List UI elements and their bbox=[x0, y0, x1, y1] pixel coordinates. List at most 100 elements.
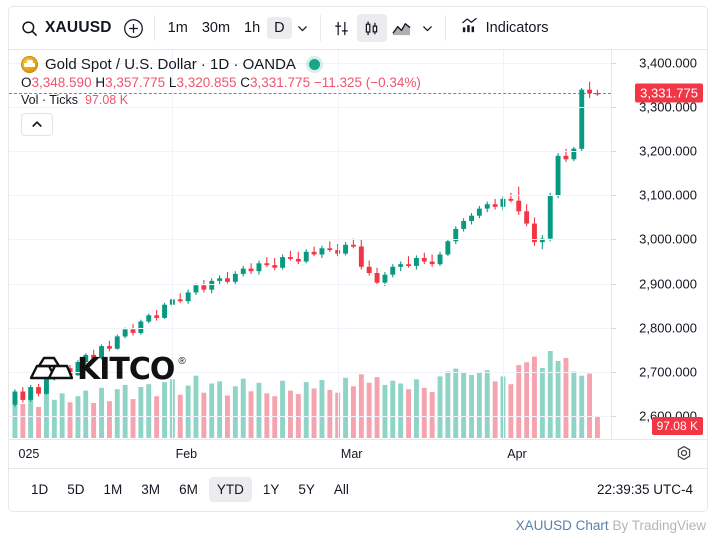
volume-bar bbox=[398, 383, 404, 438]
indicators-button[interactable]: Indicators bbox=[452, 13, 557, 43]
candle-body bbox=[177, 299, 183, 302]
plus-circle-icon[interactable] bbox=[120, 14, 148, 42]
candle-body bbox=[217, 278, 223, 281]
candle-body bbox=[414, 258, 419, 266]
candle-body bbox=[154, 315, 160, 318]
candle-body bbox=[532, 223, 537, 243]
tradingview-attribution[interactable]: XAUUSD Chart By TradingView bbox=[516, 518, 706, 533]
range-5d[interactable]: 5D bbox=[67, 481, 85, 497]
candle-body bbox=[288, 257, 293, 259]
volume-bar bbox=[382, 384, 388, 438]
price-label: 3,000.000 bbox=[639, 231, 697, 247]
candle-body bbox=[461, 221, 467, 229]
candle-body bbox=[358, 246, 364, 267]
volume-bar bbox=[288, 390, 293, 438]
range-6m[interactable]: 6M bbox=[179, 481, 198, 497]
candle-body bbox=[209, 280, 215, 290]
plot-canvas[interactable]: KITCO ® Gold Spot / U.S. Dollar · 1D · O… bbox=[9, 50, 611, 440]
volume-bar bbox=[595, 416, 600, 438]
legend-collapse-button[interactable] bbox=[21, 113, 53, 136]
price-label: 2,800.000 bbox=[639, 320, 697, 336]
candle-body bbox=[311, 251, 317, 255]
candle-body bbox=[484, 204, 490, 209]
range-all[interactable]: All bbox=[333, 481, 349, 497]
volume-bar bbox=[571, 371, 577, 438]
candle-body bbox=[225, 278, 230, 282]
volume-bar bbox=[201, 392, 207, 438]
gear-icon[interactable] bbox=[675, 445, 693, 463]
gridline bbox=[9, 63, 611, 65]
candlestick-chart-icon[interactable] bbox=[356, 14, 387, 42]
volume-bar bbox=[445, 371, 451, 438]
volume-badge: 97.08 K bbox=[651, 417, 703, 436]
range-3m[interactable]: 3M bbox=[141, 481, 161, 497]
volume-bar bbox=[437, 376, 443, 438]
volume-bar bbox=[280, 380, 285, 438]
volume-bar bbox=[532, 356, 537, 438]
candle-body bbox=[579, 89, 585, 149]
candle-body bbox=[280, 257, 285, 268]
timeframe-1h[interactable]: 1h bbox=[244, 19, 261, 36]
candle-body bbox=[264, 263, 270, 266]
price-tick bbox=[611, 107, 616, 109]
candle-body bbox=[343, 244, 348, 254]
candle-body bbox=[169, 299, 175, 305]
attribution-suffix: By TradingView bbox=[608, 518, 706, 533]
volume-bar bbox=[484, 370, 490, 438]
volume-bar bbox=[185, 385, 191, 438]
range-ytd[interactable]: YTD bbox=[208, 476, 252, 503]
candle-body bbox=[295, 258, 301, 262]
volume-bar bbox=[44, 392, 49, 438]
area-chart-icon[interactable] bbox=[387, 14, 417, 42]
candle-body bbox=[256, 263, 262, 272]
price-label: 2,900.000 bbox=[639, 276, 697, 292]
timeframe-d[interactable]: D bbox=[267, 16, 292, 40]
volume-bar bbox=[579, 375, 585, 438]
candle-body bbox=[547, 195, 553, 239]
gridline bbox=[9, 327, 611, 329]
volume-bar bbox=[154, 396, 160, 438]
chevron-down-icon[interactable] bbox=[292, 17, 314, 39]
gridline bbox=[9, 239, 611, 241]
vertical-gridline bbox=[172, 50, 174, 440]
volume-bar bbox=[508, 384, 514, 438]
toolbar-separator-3 bbox=[444, 15, 446, 41]
gridline bbox=[9, 371, 611, 373]
volume-bar bbox=[311, 388, 317, 438]
range-5y[interactable]: 5Y bbox=[298, 481, 315, 497]
volume-bar bbox=[193, 375, 199, 438]
time-scale[interactable]: 025 Feb Mar Apr bbox=[9, 439, 707, 468]
volume-bar bbox=[107, 401, 112, 438]
timeframe-1m[interactable]: 1m bbox=[167, 19, 188, 36]
range-1m[interactable]: 1M bbox=[103, 481, 123, 497]
volume-bar bbox=[414, 379, 419, 438]
candle-body bbox=[524, 211, 530, 224]
timeframe-30m[interactable]: 30m bbox=[201, 19, 231, 36]
volume-bar bbox=[366, 382, 372, 438]
price-scale[interactable]: 3,400.000 3,300.000 3,200.000 3,100.000 3,00… bbox=[611, 50, 707, 440]
volume-bar bbox=[335, 392, 341, 438]
volume-bar bbox=[209, 383, 215, 438]
vertical-gridline bbox=[337, 50, 339, 440]
range-1y[interactable]: 1Y bbox=[262, 481, 280, 497]
candle-body bbox=[122, 329, 128, 337]
candle-body bbox=[44, 377, 49, 394]
price-tick bbox=[611, 283, 616, 285]
volume-bar bbox=[272, 396, 278, 438]
candle-body bbox=[107, 346, 112, 349]
candle-body bbox=[20, 391, 26, 400]
volume-bar bbox=[516, 365, 522, 438]
chart-link[interactable]: XAUUSD Chart bbox=[515, 518, 609, 533]
symbol-search-button[interactable]: XAUUSD bbox=[9, 19, 116, 37]
volume-bar bbox=[539, 367, 545, 438]
price-tick bbox=[611, 151, 616, 153]
volume-bar bbox=[91, 403, 97, 438]
chart-type-chevron-down-icon[interactable] bbox=[417, 17, 439, 39]
price-tick bbox=[611, 239, 616, 241]
volume-bar bbox=[83, 390, 89, 438]
volume-bar bbox=[547, 351, 553, 438]
compare-icon[interactable] bbox=[327, 14, 357, 42]
candle-body bbox=[240, 268, 246, 274]
range-1d[interactable]: 1D bbox=[31, 481, 49, 497]
candle-body bbox=[406, 264, 411, 266]
